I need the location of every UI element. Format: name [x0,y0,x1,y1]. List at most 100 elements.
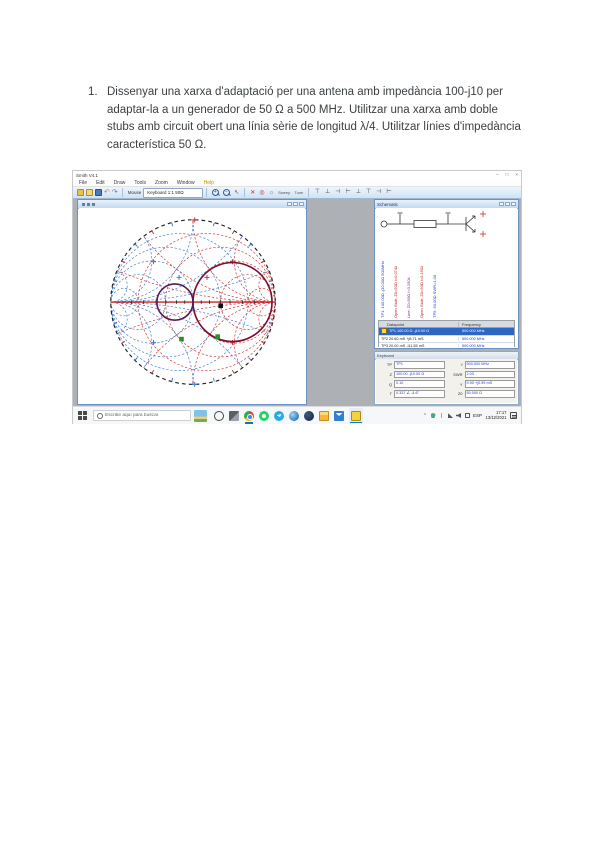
usb-icon[interactable] [441,413,442,418]
zoom-in-icon[interactable]: + [212,189,220,196]
mouse-mode-label[interactable]: Mouse [127,190,142,195]
telegram-icon[interactable] [274,410,284,421]
element-label: Open Stub: Z0=50Ω l=0.190λ [420,265,424,318]
menu-window[interactable]: Window [176,179,195,186]
field-input[interactable]: 0.337 ∠ -4.6° [394,390,445,398]
menu-tools[interactable]: Tools [134,179,147,186]
column-header-datapoint: Datapoint [379,321,459,327]
field-input[interactable]: 0.10 [394,380,445,388]
field-input[interactable]: 9.90 +j0.99 mS [464,380,515,388]
keyboard-window-title: Keyboard [377,353,395,358]
entry-mode-combobox[interactable]: Keyboard 1:1 50Ω [143,187,204,198]
tune-button[interactable]: Tune [294,190,304,195]
menu-draw[interactable]: Draw [113,179,126,186]
stub-point-marker-2[interactable] [179,336,184,342]
generator-symbol [380,220,388,228]
element-labels: TP1: 100.00Ω -j10.00Ω 500MHz Open Stub: Z… [381,244,444,318]
clock-time: 17:17 [496,410,507,415]
datapoint-row[interactable]: TP2 20.60 mS +j8.71 mS 500.000 MHz [379,336,514,343]
search-input[interactable]: Escribe aquí para buscar [93,410,191,421]
field-label: f [461,362,463,368]
field-input[interactable]: 100.00 -j10.00 Ω [394,370,445,379]
schematic-close-button[interactable] [511,201,516,207]
maximize-button[interactable]: □ [505,172,509,177]
whatsapp-icon[interactable] [259,410,269,421]
weather-widget-icon[interactable] [194,409,207,422]
toolbar: ↶ ↷ Mouse Keyboard 1:1 50Ω + − ↖ ✕ ◎ ☼ S… [73,187,521,199]
sweep-button[interactable]: Sweep [278,190,291,195]
zoom-out-icon[interactable]: − [223,189,231,196]
save-icon[interactable] [95,189,102,196]
start-button-icon[interactable] [78,411,87,420]
datapoint-target-icon[interactable]: ◎ [259,190,265,196]
menu-edit[interactable]: Edit [96,179,105,186]
emphasis-circle [156,283,194,322]
toolbar-separator [244,188,246,197]
edge-icon[interactable] [289,410,299,421]
volume-icon[interactable] [456,413,462,418]
menu-help[interactable]: Help [203,179,214,186]
chart-minimize-button[interactable] [287,201,292,207]
minimize-button[interactable]: – [496,172,499,177]
antivirus-icon[interactable] [430,413,436,418]
delete-element-icon[interactable]: ✕ [250,190,256,196]
close-button[interactable]: × [515,172,518,177]
chrome-icon[interactable] [244,410,254,424]
redo-icon[interactable]: ↷ [111,189,118,196]
network-icon[interactable] [447,413,453,418]
field-input[interactable]: TP1 [394,361,445,369]
window-title: Smith V4.1 [76,172,99,178]
shunt-inductor-button[interactable]: ⊣ [376,189,382,195]
circuit-schematic [380,211,486,237]
exercise-number: 1. [88,86,98,98]
chart-maximize-button[interactable] [293,201,298,207]
language-indicator[interactable]: ESP [473,413,483,418]
mail-icon[interactable] [334,410,344,421]
element-label: Open Stub: Z0=50Ω l=0.074λ [394,265,398,318]
file-explorer-icon[interactable] [319,410,329,421]
undo-icon[interactable]: ↶ [104,189,110,196]
schematic-minimize-button[interactable] [499,201,504,207]
app-screenshot: Smith V4.1 – □ × File Edit Draw Tools Zoom Wi… [72,170,522,424]
action-center-icon[interactable] [510,412,517,419]
datapoint-row[interactable]: TP3 20.00 mS -j11.55 mS 500.000 MHz [379,343,514,347]
smith-chart-canvas[interactable] [79,208,305,403]
clock-date: 13/12/2021 [485,414,507,420]
chart-close-button[interactable] [299,201,304,207]
load-point-marker[interactable] [218,303,223,309]
active-app-smith[interactable] [349,408,363,424]
stub-point-marker-1[interactable] [215,334,221,339]
task-view-icon[interactable] [229,410,239,421]
series-line-button[interactable]: ⊤ [314,189,321,195]
steam-icon[interactable] [304,410,314,421]
exercise-text: Dissenyar una xarxa d'adaptació per una … [107,86,521,151]
field-label: Q [388,381,392,387]
menu-file[interactable]: File [79,179,88,186]
field-label: Y [459,381,463,387]
field-input[interactable]: 50.000 Ω [464,390,515,398]
series-inductor-button[interactable]: ⊥ [355,189,361,195]
battery-icon[interactable] [464,413,470,418]
tray-chevron-icon[interactable]: ⌃ [422,412,428,419]
menu-zoom[interactable]: Zoom [155,179,168,186]
open-file-icon[interactable] [86,189,93,196]
clock[interactable]: 17:17 13/12/2021 [485,410,507,420]
column-header-frequency: Frequency [462,321,481,327]
shunt-short-stub-button[interactable]: ⊣ [335,189,341,195]
schematic-window-title: Schematic [377,201,399,207]
cortana-icon[interactable] [214,410,224,421]
shunt-open-stub-button[interactable]: ⊥ [325,189,331,195]
settings-gear-icon[interactable]: ☼ [268,189,275,196]
exercise-item: 1. Dissenyar una xarxa d'adaptació per u… [88,84,528,154]
series-capacitor-button[interactable]: ⊢ [345,189,351,195]
transformer-button[interactable]: ⊢ [386,189,392,195]
shunt-capacitor-button[interactable]: ⊤ [365,189,372,195]
select-cursor-icon[interactable]: ↖ [234,190,240,196]
field-input[interactable]: 2.03 [464,370,515,379]
schematic-maximize-button[interactable] [505,201,510,207]
app-title-bar: Smith V4.1 – □ × [73,171,521,179]
field-input[interactable]: 500.000 MHz [464,361,515,369]
datapoint-row[interactable]: TP1 100.00 Ω -j10.00 Ω 500.000 MHz [379,328,514,336]
new-file-icon[interactable] [77,189,84,196]
